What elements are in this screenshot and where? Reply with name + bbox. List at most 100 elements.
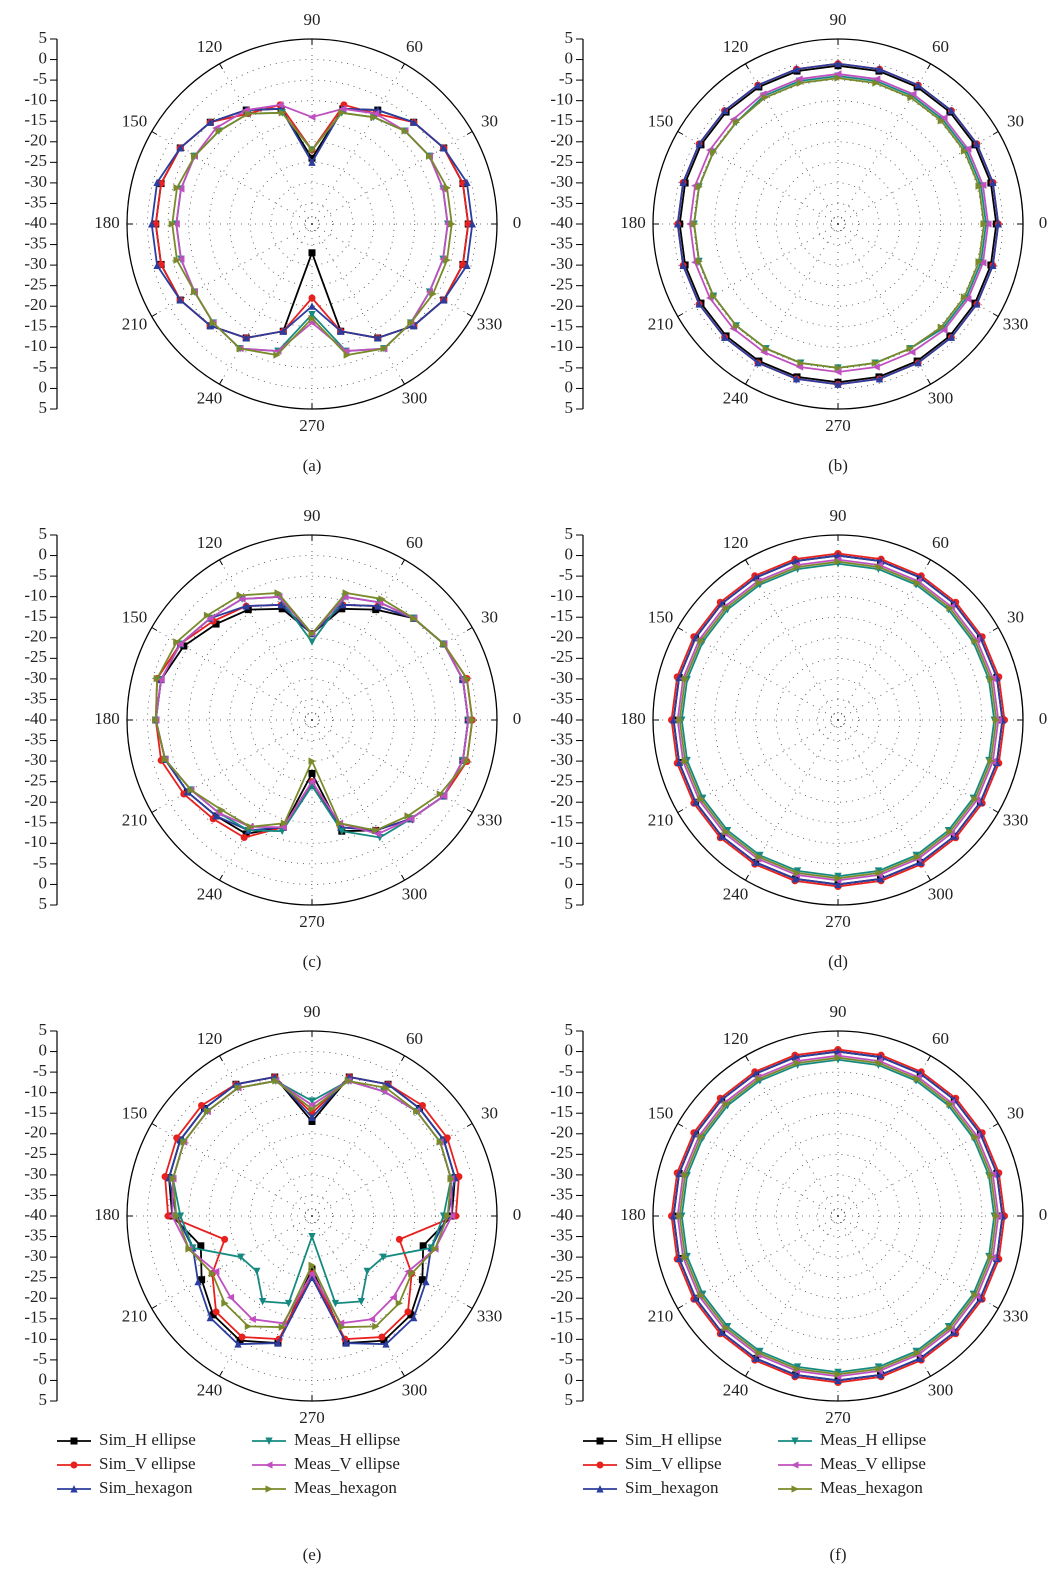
marker bbox=[697, 795, 705, 803]
marker bbox=[308, 1113, 316, 1121]
angle-tick-label: 0 bbox=[1039, 709, 1048, 728]
marker bbox=[272, 1077, 280, 1085]
angle-tick-label: 210 bbox=[648, 810, 674, 829]
r-tick-label: -15 bbox=[550, 1102, 573, 1121]
legend-label: Meas_V ellipse bbox=[820, 1454, 926, 1473]
marker bbox=[363, 1267, 371, 1276]
marker bbox=[913, 1075, 922, 1083]
angle-tick-label: 270 bbox=[825, 416, 851, 435]
r-tick-label: -15 bbox=[550, 110, 573, 129]
marker bbox=[221, 1235, 229, 1243]
marker bbox=[908, 348, 916, 356]
r-tick-label: -35 bbox=[550, 192, 573, 211]
angle-tick-label: 180 bbox=[620, 1205, 646, 1224]
marker bbox=[762, 344, 770, 353]
marker bbox=[372, 1322, 380, 1331]
marker bbox=[937, 323, 946, 331]
angle-tick-label: 0 bbox=[513, 1205, 522, 1224]
marker bbox=[308, 769, 316, 777]
marker bbox=[444, 1212, 452, 1220]
legend-label: Meas_H ellipse bbox=[294, 1430, 400, 1449]
r-tick-label: -20 bbox=[24, 295, 47, 314]
marker bbox=[697, 637, 705, 645]
marker bbox=[238, 595, 246, 603]
r-tick-label: 0 bbox=[39, 377, 48, 396]
grid-spoke bbox=[311, 131, 473, 225]
r-tick-label: 0 bbox=[39, 873, 48, 892]
grid-circle bbox=[817, 1195, 859, 1237]
marker bbox=[221, 1299, 229, 1307]
grid-spoke bbox=[219, 719, 313, 881]
r-tick-label: -30 bbox=[550, 172, 573, 191]
marker bbox=[834, 364, 842, 372]
marker bbox=[463, 674, 471, 683]
marker bbox=[834, 380, 842, 388]
marker bbox=[153, 261, 161, 269]
polar-panel: 0306090120150180210240270300330-40-35-35… bbox=[550, 506, 1047, 971]
angle-tick-label: 150 bbox=[122, 111, 148, 130]
r-tick-label: -15 bbox=[550, 812, 573, 831]
r-tick-label: 0 bbox=[565, 48, 574, 67]
r-tick-label: 5 bbox=[565, 894, 574, 913]
angle-tick-label: 240 bbox=[197, 389, 223, 408]
marker bbox=[425, 152, 434, 160]
marker bbox=[378, 595, 386, 603]
grid-circle bbox=[270, 678, 354, 762]
r-tick-label: 5 bbox=[565, 398, 574, 417]
r-tick-label: -10 bbox=[550, 90, 573, 109]
marker bbox=[153, 178, 161, 187]
r-tick-label: -35 bbox=[24, 729, 47, 748]
marker bbox=[338, 1323, 346, 1331]
marker bbox=[338, 105, 347, 113]
marker bbox=[208, 1269, 217, 1278]
outer-circle bbox=[126, 38, 498, 410]
angle-tick-label: 330 bbox=[1003, 810, 1029, 829]
legend-label: Sim_V ellipse bbox=[625, 1454, 722, 1473]
grid-circle bbox=[249, 161, 375, 287]
r-tick-label: -10 bbox=[24, 586, 47, 605]
r-tick-label: -40 bbox=[24, 213, 47, 232]
angle-tick-label: 330 bbox=[1003, 1306, 1029, 1325]
marker bbox=[755, 1075, 763, 1083]
r-tick-label: -35 bbox=[550, 1184, 573, 1203]
angle-tick-label: 300 bbox=[928, 885, 954, 904]
grid-circle bbox=[714, 100, 962, 348]
grid-circle bbox=[270, 1174, 354, 1258]
marker bbox=[695, 183, 703, 191]
marker bbox=[378, 1333, 386, 1341]
angle-tick bbox=[992, 313, 999, 317]
marker bbox=[203, 611, 212, 620]
marker bbox=[273, 351, 281, 359]
grid-circle bbox=[291, 1195, 333, 1237]
marker bbox=[274, 1339, 282, 1347]
marker bbox=[681, 1171, 689, 1179]
marker bbox=[946, 1324, 954, 1332]
marker bbox=[191, 152, 199, 160]
angle-tick-label: 180 bbox=[94, 1205, 120, 1224]
marker bbox=[413, 1107, 421, 1116]
legend-label: Sim_V ellipse bbox=[99, 1454, 196, 1473]
marker bbox=[308, 757, 316, 765]
marker bbox=[987, 757, 995, 765]
marker bbox=[152, 716, 160, 724]
marker bbox=[408, 1269, 416, 1278]
angle-tick-label: 150 bbox=[648, 1103, 674, 1122]
r-tick-label: -5 bbox=[559, 357, 573, 376]
angle-tick bbox=[151, 809, 158, 813]
marker bbox=[242, 334, 250, 342]
grid-spoke bbox=[837, 223, 931, 385]
grid-circle bbox=[147, 1051, 477, 1381]
angle-tick-label: 30 bbox=[481, 111, 498, 130]
angle-tick-label: 240 bbox=[723, 1381, 749, 1400]
marker bbox=[697, 1291, 705, 1299]
legend-label: Meas_hexagon bbox=[820, 1478, 923, 1497]
marker bbox=[236, 344, 244, 353]
grid-circle bbox=[147, 555, 477, 885]
r-tick-label: -35 bbox=[550, 688, 573, 707]
marker bbox=[695, 300, 703, 308]
r-tick-label: -35 bbox=[550, 1225, 573, 1244]
marker bbox=[172, 220, 180, 228]
marker bbox=[596, 1485, 604, 1493]
marker bbox=[308, 1097, 316, 1105]
marker bbox=[913, 853, 922, 861]
